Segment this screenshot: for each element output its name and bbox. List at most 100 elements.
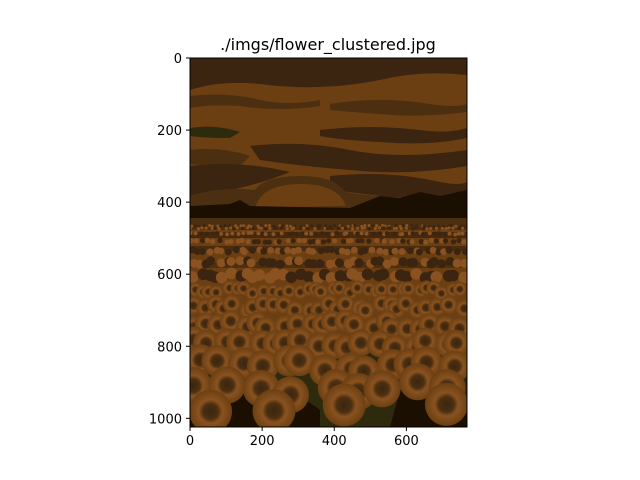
flower-head — [259, 224, 263, 228]
flower-head — [299, 226, 303, 231]
flower-head — [305, 224, 309, 228]
flower-head — [215, 231, 220, 236]
flower-head — [284, 246, 291, 254]
flower-head — [252, 226, 256, 230]
flower-head — [309, 231, 314, 236]
flower-head — [376, 247, 384, 255]
flower-head — [389, 239, 395, 245]
flower-head — [414, 226, 418, 230]
y-tick-label: 400 — [157, 196, 182, 211]
flower-head — [333, 224, 336, 228]
flower-head — [429, 237, 435, 243]
flower-head — [210, 238, 216, 245]
flower-head — [410, 231, 415, 236]
flower-head — [455, 299, 467, 318]
flower-head — [200, 226, 204, 230]
flower-head — [321, 239, 327, 245]
flower-head — [199, 231, 204, 236]
flower-head — [309, 248, 317, 256]
flower-head — [399, 363, 437, 401]
flower-head — [353, 223, 357, 227]
flower-head — [361, 268, 374, 281]
flower-head — [412, 327, 439, 355]
flower-head — [325, 272, 338, 284]
flower-head — [241, 226, 245, 230]
flower-head — [190, 271, 199, 283]
flower-head — [453, 248, 461, 256]
flower-head — [462, 248, 467, 256]
flower-head — [285, 227, 289, 231]
flower-head — [206, 256, 216, 266]
flower-head — [322, 383, 366, 427]
flower-head — [374, 238, 380, 244]
flower-head — [336, 226, 340, 230]
flower-head — [398, 257, 408, 267]
flower-head — [222, 294, 241, 313]
flower-head — [340, 226, 345, 230]
flower-head — [200, 237, 206, 244]
flower-head — [447, 226, 451, 230]
flower-head — [459, 258, 467, 268]
flower-head — [361, 247, 369, 255]
flower-head — [206, 248, 214, 256]
flower-head — [224, 226, 228, 231]
cloud-band — [190, 94, 320, 109]
flower-head — [432, 231, 437, 236]
flower-head — [355, 231, 360, 236]
flower-head — [233, 246, 241, 254]
flower-head — [302, 226, 306, 230]
flower-head — [267, 258, 277, 268]
flower-head — [373, 226, 377, 230]
flower-head — [407, 231, 412, 236]
flower-head — [436, 224, 440, 228]
flower-head — [317, 247, 325, 255]
flower-head — [239, 224, 243, 228]
flower-head — [274, 226, 278, 230]
flower-head — [359, 231, 364, 236]
flower-head — [313, 232, 318, 237]
flower-head — [451, 226, 455, 230]
flower-head — [217, 247, 225, 255]
flower-head — [328, 246, 336, 254]
flower-head — [301, 231, 306, 236]
flower-head — [255, 239, 261, 245]
flower-head — [190, 231, 193, 236]
flower-head — [429, 246, 437, 254]
flower-head — [295, 246, 302, 254]
flower-head — [354, 258, 364, 268]
flower-head — [409, 257, 418, 267]
flower-head — [422, 227, 426, 231]
flower-head — [283, 344, 316, 377]
flower-head — [285, 238, 292, 244]
flower-head — [429, 226, 433, 231]
flower-head — [364, 231, 369, 236]
sun-glow — [255, 184, 346, 208]
y-axis: 0 200 400 600 800 1000 — [149, 52, 190, 427]
flower-head — [430, 271, 443, 283]
flower-head — [461, 239, 467, 245]
flower-head — [267, 246, 274, 254]
flower-head — [344, 231, 349, 236]
flower-head — [195, 259, 204, 269]
flower-head — [204, 237, 210, 243]
flower-head — [194, 248, 201, 255]
flower-head — [454, 224, 458, 228]
tree-line — [190, 190, 467, 220]
flower-head — [449, 224, 453, 227]
flower-head — [424, 382, 467, 426]
flower-head — [199, 248, 206, 256]
flower-head — [313, 227, 317, 231]
cloud-band — [250, 143, 467, 173]
flower-head — [219, 231, 224, 236]
flower-head — [275, 259, 285, 269]
cloud-band — [320, 127, 467, 144]
flower-head — [294, 232, 299, 237]
flower-head — [315, 239, 321, 245]
flower-head — [205, 231, 209, 236]
flower-head — [350, 227, 355, 231]
flower-head — [290, 231, 295, 236]
flower-head — [311, 238, 317, 244]
flower-head — [272, 224, 276, 228]
flower-head — [307, 239, 313, 245]
